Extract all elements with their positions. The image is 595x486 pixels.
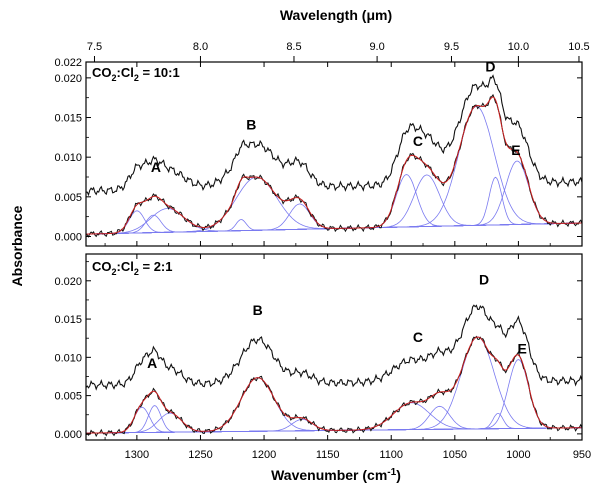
- x-tick-label: 950: [573, 449, 591, 461]
- top-tick-label: 9.0: [369, 41, 384, 53]
- top-tick-label: 8.0: [193, 41, 208, 53]
- x-tick-label: 1050: [443, 449, 467, 461]
- spectrum-panel-1: 0.000 0.005 0.010 0.015 0.020 0.022 A B C D E: [54, 57, 583, 247]
- fit-component-7: [86, 174, 582, 235]
- fit-component-1: [86, 210, 582, 235]
- fit-component-10: [86, 359, 582, 434]
- measured-spectrum: [85, 335, 583, 438]
- fit-component-4: [86, 377, 582, 434]
- y-tick-label: 0.005: [54, 391, 82, 403]
- y-tick-label: 0.020: [54, 73, 82, 85]
- panel-frame: [85, 253, 583, 441]
- ratio-label-panel-1: CO2:Cl2 = 10:1: [92, 65, 180, 83]
- top-tick-label: 7.5: [87, 41, 102, 53]
- offset-spectrum: [85, 304, 583, 391]
- offset-spectrum: [85, 74, 583, 197]
- peak-label-C: C: [413, 329, 423, 345]
- x-tick-label: 1150: [316, 449, 340, 461]
- top-axis-title: Wavelength (μm): [280, 7, 392, 23]
- y-tick-label: 0.020: [54, 276, 82, 288]
- fit-envelope: [86, 336, 582, 434]
- peak-label-B: B: [246, 116, 256, 132]
- top-tick-label: 8.5: [286, 41, 301, 53]
- panel-frame: [85, 61, 583, 247]
- x-axis-title: Wavenumber (cm-1): [271, 467, 401, 483]
- y-tick-label: 0.022: [54, 57, 82, 69]
- y-tick-label: 0.010: [54, 352, 82, 364]
- top-tick-label: 10.0: [508, 41, 529, 53]
- y-tick-label: 0.015: [54, 113, 82, 125]
- fit-component-6: [86, 203, 582, 235]
- ratio-label-panel-2: CO2:Cl2 = 2:1: [92, 259, 172, 277]
- peak-label-E: E: [511, 142, 520, 158]
- x-tick-label: 1200: [252, 449, 276, 461]
- top-tick-label: 9.5: [444, 41, 459, 53]
- y-tick-label: 0.010: [54, 152, 82, 164]
- plot-layer: 0.0000.0050.0100.0150.0200.022ABCDE0.000…: [54, 41, 591, 461]
- peak-label-A: A: [147, 355, 157, 371]
- peak-label-A: A: [151, 159, 161, 175]
- peak-label-B: B: [253, 302, 263, 318]
- peak-label-D: D: [479, 272, 489, 288]
- y-tick-label: 0.005: [54, 192, 82, 204]
- y-tick-label: 0.000: [54, 429, 82, 441]
- y-tick-label: 0.015: [54, 314, 82, 326]
- x-tick-label: 1000: [506, 449, 530, 461]
- fit-component-8: [86, 174, 582, 235]
- top-tick-label: 10.5: [568, 41, 589, 53]
- y-axis-title: Absorbance: [9, 205, 25, 286]
- fit-envelope: [86, 96, 582, 235]
- y-tick-label: 0.000: [54, 231, 82, 243]
- peak-label-C: C: [413, 133, 423, 149]
- x-tick-label: 1100: [379, 449, 403, 461]
- spectrum-panel-2: 0.000 0.005 0.010 0.015 0.020 A B C D E: [54, 253, 583, 441]
- peak-label-E: E: [518, 341, 527, 357]
- peak-label-D: D: [485, 59, 495, 75]
- x-tick-label: 1300: [125, 449, 149, 461]
- x-tick-label: 1250: [188, 449, 212, 461]
